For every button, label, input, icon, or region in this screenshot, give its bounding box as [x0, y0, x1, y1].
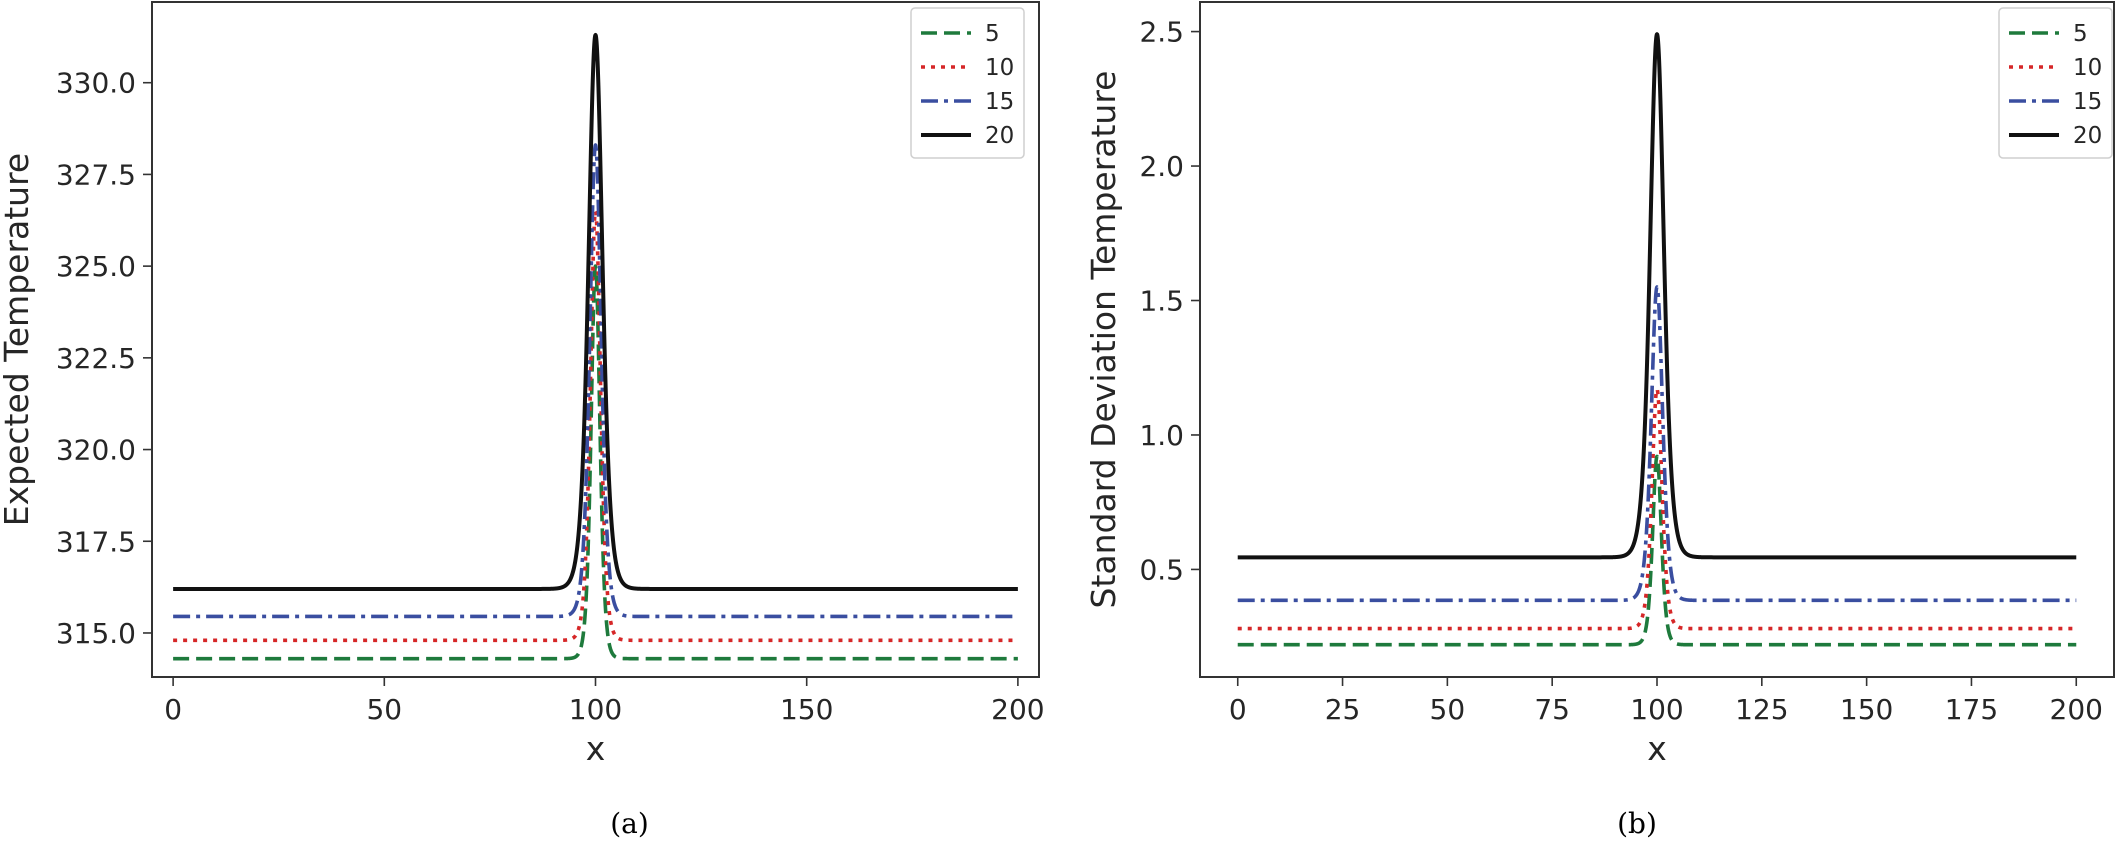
legend-box — [1998, 7, 2113, 159]
subfigure-caption: (b) — [1617, 807, 1657, 840]
legend-label-5: 5 — [2073, 21, 2088, 47]
chart-expected-temperature: 0 50 100 150 200 315.0 317.5 320.0 322.5 325.0 327… — [0, 1, 1045, 840]
x-tick-label: 0 — [1229, 693, 1247, 726]
x-tick-label: 200 — [2050, 693, 2103, 726]
y-tick-label: 327.5 — [56, 158, 136, 191]
series-line-15 — [173, 143, 1018, 619]
series-line-5 — [1237, 454, 2077, 647]
legend: 5 10 15 20 — [910, 7, 1025, 159]
y-tick-label: 320.0 — [56, 434, 136, 467]
x-tick-label: 0 — [164, 693, 182, 726]
y-tick-label: 1.0 — [1139, 419, 1184, 452]
series-line-10 — [173, 209, 1018, 643]
legend-label-20: 20 — [2073, 123, 2102, 149]
chart-standard-deviation-temperature: 0 25 50 75 100 125 150 175 200 0.5 1.0 1.5 2.0 2.5 x St… — [1084, 1, 2115, 840]
legend: 5 10 15 20 — [1998, 7, 2113, 159]
x-tick-label: 50 — [1430, 693, 1466, 726]
y-tick-label: 317.5 — [56, 525, 136, 558]
series-line-20 — [173, 33, 1018, 591]
x-tick-label: 25 — [1325, 693, 1361, 726]
x-tick-label: 150 — [1840, 693, 1893, 726]
y-tick-label: 0.5 — [1139, 553, 1184, 586]
series-line-5 — [173, 264, 1018, 661]
y-tick-label: 315.0 — [56, 617, 136, 650]
x-tick-label: 100 — [569, 693, 622, 726]
x-tick-label: 125 — [1735, 693, 1788, 726]
y-axis-label: Expected Temperature — [0, 153, 36, 527]
x-axis-label: x — [1647, 729, 1667, 768]
legend-label-5: 5 — [985, 21, 1000, 47]
series-line-10 — [1237, 387, 2077, 631]
y-tick-label: 2.5 — [1139, 16, 1184, 49]
y-axis-label: Standard Deviation Temperature — [1084, 71, 1123, 609]
plot-frame — [151, 1, 1040, 678]
x-tick-label: 100 — [1630, 693, 1683, 726]
series-line-15 — [1237, 285, 2077, 603]
legend-label-15: 15 — [985, 89, 1014, 115]
x-tick-label: 200 — [991, 693, 1044, 726]
y-tick-label: 325.0 — [56, 250, 136, 283]
x-tick-label: 75 — [1534, 693, 1570, 726]
y-tick-label: 1.5 — [1139, 285, 1184, 318]
plot-frame — [1199, 1, 2115, 678]
x-tick-label: 175 — [1945, 693, 1998, 726]
x-tick-label: 50 — [366, 693, 402, 726]
legend-label-15: 15 — [2073, 89, 2102, 115]
series-line-20 — [1237, 32, 2077, 560]
subfigure-caption: (a) — [610, 807, 649, 840]
legend-box — [910, 7, 1025, 159]
y-tick-label: 2.0 — [1139, 150, 1184, 183]
x-axis-label: x — [586, 729, 606, 768]
legend-label-10: 10 — [985, 55, 1014, 81]
legend-label-10: 10 — [2073, 55, 2102, 81]
y-tick-label: 330.0 — [56, 67, 136, 100]
x-tick-label: 150 — [780, 693, 833, 726]
legend-label-20: 20 — [985, 123, 1014, 149]
y-tick-label: 322.5 — [56, 342, 136, 375]
